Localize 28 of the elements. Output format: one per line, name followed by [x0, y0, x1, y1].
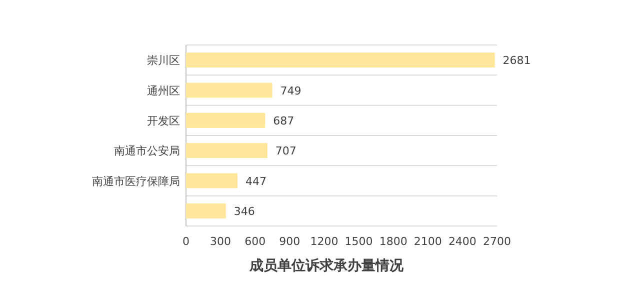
text: 成员单位诉求承办量情况	[248, 258, 404, 274]
bar	[186, 203, 226, 218]
x-tick-label: 2100	[414, 235, 442, 248]
data-label: 687	[273, 114, 294, 128]
x-tick-label: 600	[244, 235, 266, 248]
bar	[186, 173, 238, 188]
data-label: 447	[245, 174, 266, 188]
y-tick-label: 南通市公安局	[114, 144, 180, 158]
x-tick-label: 2700	[483, 235, 511, 248]
bar	[186, 143, 268, 158]
x-tick-label: 1800	[379, 235, 408, 248]
bar	[186, 82, 272, 98]
x-tick-label: 300	[210, 235, 232, 248]
y-tick-label: 开发区	[147, 114, 180, 128]
y-tick-label: 南通市医疗保障局	[92, 174, 180, 188]
y-tick-label: 通州区	[147, 84, 180, 98]
data-label: 707	[275, 144, 296, 158]
x-tick-label: 1500	[344, 235, 373, 248]
data-label: 749	[280, 84, 302, 98]
bar	[186, 52, 495, 68]
x-tick-label: 2400	[448, 235, 476, 248]
y-tick-label: 崇川区	[147, 54, 180, 68]
data-label: 346	[234, 204, 255, 218]
x-tick-label: 900	[279, 235, 300, 248]
data-label: 2681	[502, 54, 531, 68]
bar	[186, 112, 266, 128]
x-tick-label: 1200	[310, 235, 338, 248]
x-tick-label: 0	[182, 235, 190, 248]
